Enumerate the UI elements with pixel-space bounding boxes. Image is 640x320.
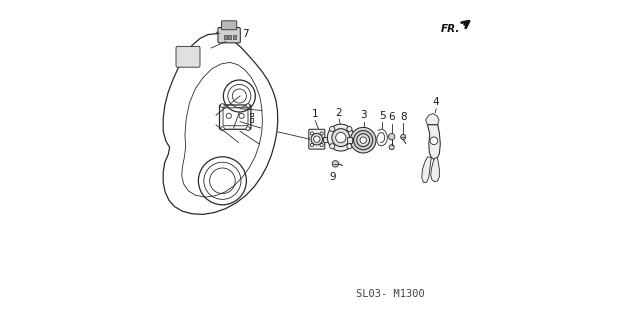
Circle shape — [220, 104, 225, 108]
Circle shape — [353, 131, 372, 150]
Text: FR.: FR. — [441, 24, 460, 34]
Circle shape — [357, 134, 370, 147]
Circle shape — [246, 104, 250, 108]
Circle shape — [327, 124, 355, 151]
Circle shape — [311, 133, 323, 145]
FancyBboxPatch shape — [221, 21, 237, 30]
Bar — [250, 118, 253, 122]
Circle shape — [360, 137, 367, 143]
Circle shape — [389, 145, 394, 150]
Circle shape — [347, 126, 352, 132]
Circle shape — [388, 133, 395, 140]
Polygon shape — [428, 125, 440, 159]
Text: SL03- M1300: SL03- M1300 — [356, 289, 425, 300]
FancyBboxPatch shape — [308, 129, 325, 149]
Text: 3: 3 — [360, 110, 367, 120]
Text: 4: 4 — [433, 97, 440, 107]
Circle shape — [330, 126, 335, 132]
Circle shape — [430, 137, 438, 145]
Circle shape — [330, 144, 335, 149]
Circle shape — [314, 136, 320, 142]
Text: 6: 6 — [388, 112, 395, 122]
Text: 1: 1 — [312, 109, 319, 119]
Circle shape — [320, 132, 323, 135]
Circle shape — [220, 127, 225, 131]
Text: 5: 5 — [379, 111, 385, 121]
FancyBboxPatch shape — [176, 46, 200, 67]
Circle shape — [332, 129, 349, 147]
Bar — [347, 137, 352, 143]
Polygon shape — [422, 157, 431, 182]
Bar — [233, 35, 236, 39]
Circle shape — [310, 143, 314, 147]
Text: 7: 7 — [243, 28, 249, 39]
Circle shape — [401, 134, 406, 140]
Bar — [228, 35, 232, 39]
Text: 9: 9 — [330, 172, 336, 182]
Circle shape — [351, 127, 376, 153]
Circle shape — [335, 132, 346, 143]
Text: 8: 8 — [400, 112, 406, 122]
Polygon shape — [426, 114, 439, 125]
Circle shape — [246, 127, 250, 131]
Circle shape — [347, 144, 352, 149]
Circle shape — [332, 161, 339, 167]
FancyBboxPatch shape — [218, 28, 241, 43]
Bar — [250, 113, 253, 116]
Circle shape — [310, 132, 314, 135]
Bar — [323, 137, 330, 142]
Bar — [224, 35, 227, 39]
Text: 2: 2 — [335, 108, 342, 118]
Polygon shape — [431, 157, 440, 182]
Circle shape — [320, 143, 323, 147]
